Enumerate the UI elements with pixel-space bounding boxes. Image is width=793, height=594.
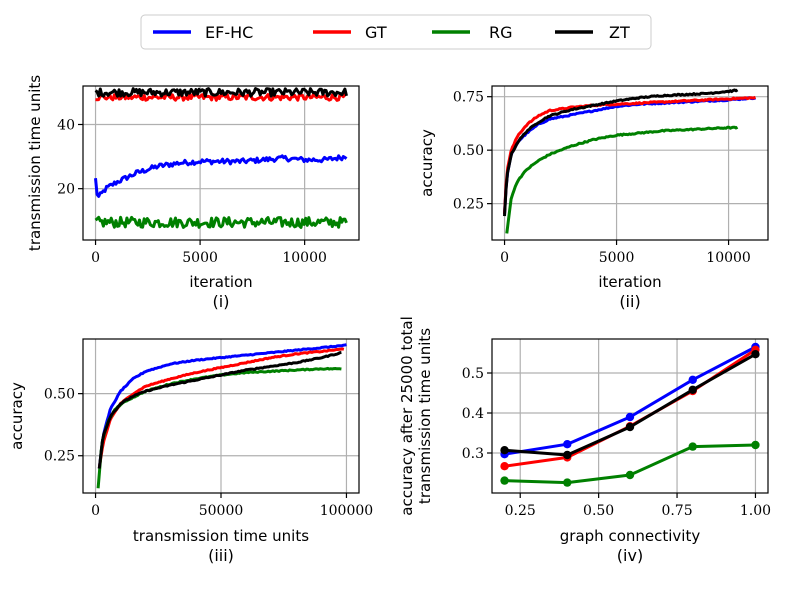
legend-label-zt: ZT (609, 23, 630, 42)
series-line-gt (97, 347, 345, 469)
x-axis-label: transmission time units (133, 527, 309, 545)
data-point-rg (563, 478, 572, 487)
panel-label: (iii) (208, 546, 234, 565)
data-point-zt (751, 350, 760, 359)
data-point-rg (625, 470, 635, 480)
legend-label-gt: GT (365, 23, 387, 42)
series-line-zt (504, 352, 757, 457)
legend-label-ef-hc: EF-HC (205, 23, 253, 42)
data-point-zt (500, 446, 509, 455)
x-tick-label: 0 (91, 503, 100, 519)
data-point-ef-hc (563, 440, 572, 449)
y-tick-label: 0.75 (453, 90, 484, 106)
y-tick-label: 0.3 (462, 446, 484, 462)
legend-frame (140, 14, 652, 50)
data-point-rg (751, 440, 760, 450)
x-tick-label: 0.50 (583, 503, 614, 519)
x-tick-label: 1.00 (740, 503, 771, 519)
data-point-rg (500, 476, 509, 485)
series-line-ef-hc (97, 343, 347, 469)
series-line-gt (95, 92, 348, 102)
x-axis-label: iteration (189, 273, 252, 291)
data-point-rg (688, 442, 697, 451)
x-tick-label: 0.75 (661, 503, 692, 519)
data-point-gt (500, 462, 509, 471)
legend-entry-gt: GT (313, 23, 387, 42)
y-axis-label: accuracy (8, 382, 26, 450)
panel-4: 0.25 0.50 0.75 1.00 0.3 0.4 0.5 graph connectiv… (398, 316, 771, 565)
y-tick-label: 0.4 (462, 406, 484, 422)
x-axis-label: graph connectivity (560, 527, 701, 545)
legend-entry-ef-hc: EF-HC (153, 23, 253, 42)
x-tick-label: 5000 (599, 250, 635, 266)
y-tick-label: 0.50 (453, 143, 484, 159)
x-tick-label: 0.25 (505, 503, 536, 519)
series-line-zt (503, 88, 739, 217)
plot-frame (491, 338, 769, 494)
plot-frame (82, 85, 360, 241)
x-tick-label: 5000 (182, 250, 218, 266)
panel-label: (iv) (617, 546, 643, 565)
x-tick-label: 10000 (706, 250, 751, 266)
panel-3: 0 50000 100000 0.25 0.50 transmission time un… (8, 338, 373, 565)
panel-label: (ii) (619, 292, 640, 311)
data-point-zt (563, 450, 572, 460)
series-line-zt (97, 351, 342, 469)
panel-1: 0 5000 10000 20 40 iteration transmission time… (26, 75, 360, 311)
legend-entry-rg: RG (432, 23, 513, 42)
legend-label-rg: RG (489, 23, 513, 42)
series-line-zt (94, 87, 348, 98)
series-line-rg (505, 125, 739, 234)
x-tick-label: 10000 (282, 250, 327, 266)
panel-label: (i) (213, 292, 230, 311)
x-tick-label: 50000 (199, 503, 244, 519)
panel-2: 0 5000 10000 0.25 0.50 0.75 iteration accuracy (… (418, 85, 769, 311)
data-point-zt (625, 422, 635, 432)
data-point-zt (688, 385, 697, 394)
y-tick-label: 0.5 (462, 366, 484, 382)
panels: 0 5000 10000 20 40 iteration transmission time… (8, 75, 771, 565)
series-line-rg (94, 215, 348, 229)
series-line-ef-hc (94, 154, 348, 198)
x-tick-label: 0 (91, 250, 100, 266)
y-tick-label: 20 (57, 182, 75, 198)
x-tick-label: 100000 (320, 503, 373, 519)
data-point-ef-hc (625, 412, 635, 422)
y-axis-label: accuracy after 25000 totaltransmission t… (398, 316, 434, 515)
legend: EF-HC GT RG ZT (140, 14, 652, 50)
y-axis-label: accuracy (418, 129, 436, 197)
x-axis-label: iteration (598, 273, 661, 291)
legend-entry-zt: ZT (555, 23, 630, 42)
y-tick-label: 0.25 (44, 449, 75, 465)
y-tick-label: 0.25 (453, 197, 484, 213)
plot-frame (491, 85, 769, 241)
x-tick-label: 0 (500, 250, 509, 266)
y-tick-label: 40 (57, 118, 75, 134)
y-axis-label: transmission time units (26, 75, 44, 251)
series-line-ef-hc (504, 345, 757, 456)
data-point-ef-hc (688, 375, 697, 384)
series-line-rg (96, 366, 342, 489)
y-tick-label: 0.50 (44, 387, 75, 403)
series-line-gt (503, 95, 757, 214)
